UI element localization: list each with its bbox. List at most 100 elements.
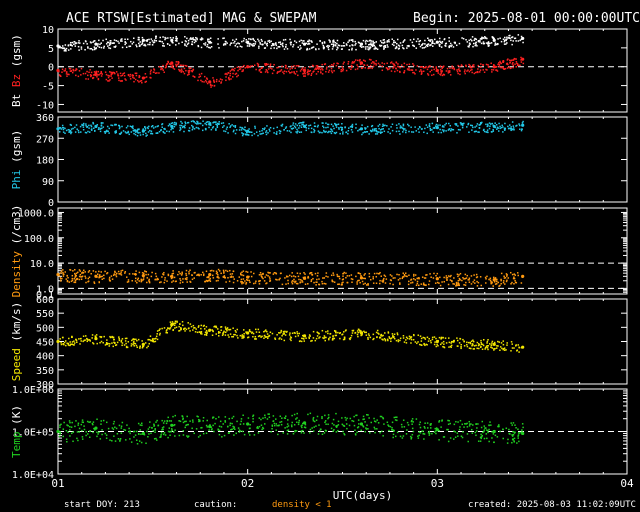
data-point-bz (209, 83, 212, 86)
data-point-temp (233, 426, 236, 428)
data-point-speed (468, 347, 471, 349)
data-point-bt (332, 43, 335, 46)
data-point-density (120, 270, 122, 272)
data-point-density (453, 277, 455, 279)
data-point-bz (163, 71, 165, 73)
data-point-bt (260, 38, 263, 41)
data-point-phi (301, 124, 303, 126)
data-point-bt (124, 43, 126, 46)
data-point-speed (222, 331, 225, 334)
data-point-phi (173, 121, 176, 124)
data-point-temp (135, 430, 138, 433)
data-point-temp (502, 428, 504, 431)
data-point-density (191, 274, 193, 276)
data-point-bt (366, 46, 368, 48)
data-point-bz (506, 67, 509, 69)
data-point-phi (64, 127, 66, 130)
ylabel-part: Bz (10, 74, 23, 94)
data-point-density (379, 279, 381, 282)
data-point-bz (66, 75, 68, 77)
data-point-bz (393, 64, 395, 66)
data-point-speed (279, 337, 281, 339)
data-point-phi (322, 125, 324, 127)
data-point-density (246, 271, 249, 273)
data-point-density (390, 279, 393, 282)
data-point-bz (480, 63, 482, 65)
data-point-density (470, 275, 473, 277)
data-point-bz (201, 80, 203, 83)
data-point-temp (522, 426, 524, 429)
data-point-speed (111, 336, 113, 338)
ylabel-part: Speed (10, 348, 23, 381)
data-point-phi (127, 125, 129, 127)
data-point-bt (172, 37, 175, 39)
data-point-temp (316, 415, 319, 418)
data-point-phi (70, 131, 73, 134)
data-point-bz (257, 65, 259, 67)
data-point-density (429, 273, 431, 275)
data-point-temp (291, 425, 293, 428)
data-point-density (425, 274, 427, 276)
data-point-bt (411, 41, 414, 44)
data-point-speed (193, 327, 195, 329)
data-point-phi (388, 128, 390, 130)
data-point-bz (520, 61, 523, 63)
data-point-phi (84, 131, 87, 134)
data-point-density (124, 270, 127, 273)
data-point-bt (71, 41, 74, 44)
data-point-speed (473, 345, 476, 347)
data-point-bt (458, 42, 461, 45)
data-point-phi (379, 131, 381, 133)
data-point-bz (357, 59, 359, 62)
data-point-bz (516, 64, 519, 67)
data-point-speed (349, 338, 351, 341)
data-point-density (203, 273, 205, 275)
data-point-bz (479, 66, 482, 68)
data-point-temp (286, 426, 288, 428)
data-point-speed (421, 344, 423, 347)
data-point-speed (399, 337, 402, 340)
data-point-temp (291, 414, 293, 417)
data-point-temp (77, 424, 79, 426)
data-point-bt (337, 47, 339, 49)
data-point-bt (306, 40, 309, 43)
data-point-phi (302, 121, 304, 124)
data-point-speed (382, 339, 384, 341)
data-point-phi (489, 123, 492, 125)
data-point-density (336, 273, 338, 276)
data-point-bz (175, 64, 178, 67)
ytick-label-mag: 5 (48, 44, 54, 55)
data-point-phi (175, 122, 178, 124)
data-point-temp (100, 420, 102, 422)
data-point-density (342, 281, 344, 284)
data-point-phi (179, 124, 181, 127)
key-point-bz (435, 68, 439, 73)
data-point-density (511, 273, 514, 276)
data-point-bt (340, 48, 343, 50)
data-point-temp (266, 418, 269, 420)
data-point-bt (80, 48, 83, 50)
data-point-bz (68, 67, 71, 70)
data-point-phi (187, 129, 190, 132)
data-point-bt (319, 40, 321, 42)
data-point-phi (437, 124, 439, 126)
data-point-speed (139, 347, 141, 349)
data-point-density (410, 279, 412, 281)
data-point-bz (420, 73, 423, 75)
created-timestamp: created: 2025-08-03 11:02:09UTC (468, 500, 636, 510)
data-point-density (489, 277, 492, 280)
data-point-phi (206, 121, 209, 123)
data-point-temp (59, 426, 61, 428)
data-point-temp (406, 421, 409, 424)
data-point-density (223, 272, 225, 274)
data-point-density (248, 279, 251, 282)
data-point-density (98, 270, 100, 273)
ylabel-phi: Phi (gsm) (10, 130, 23, 190)
data-point-speed (397, 339, 400, 341)
data-point-bt (133, 37, 135, 39)
data-point-temp (162, 433, 165, 436)
data-point-temp (417, 435, 419, 438)
data-point-temp (186, 435, 188, 437)
data-point-density (364, 282, 366, 285)
data-point-bt (354, 40, 356, 43)
